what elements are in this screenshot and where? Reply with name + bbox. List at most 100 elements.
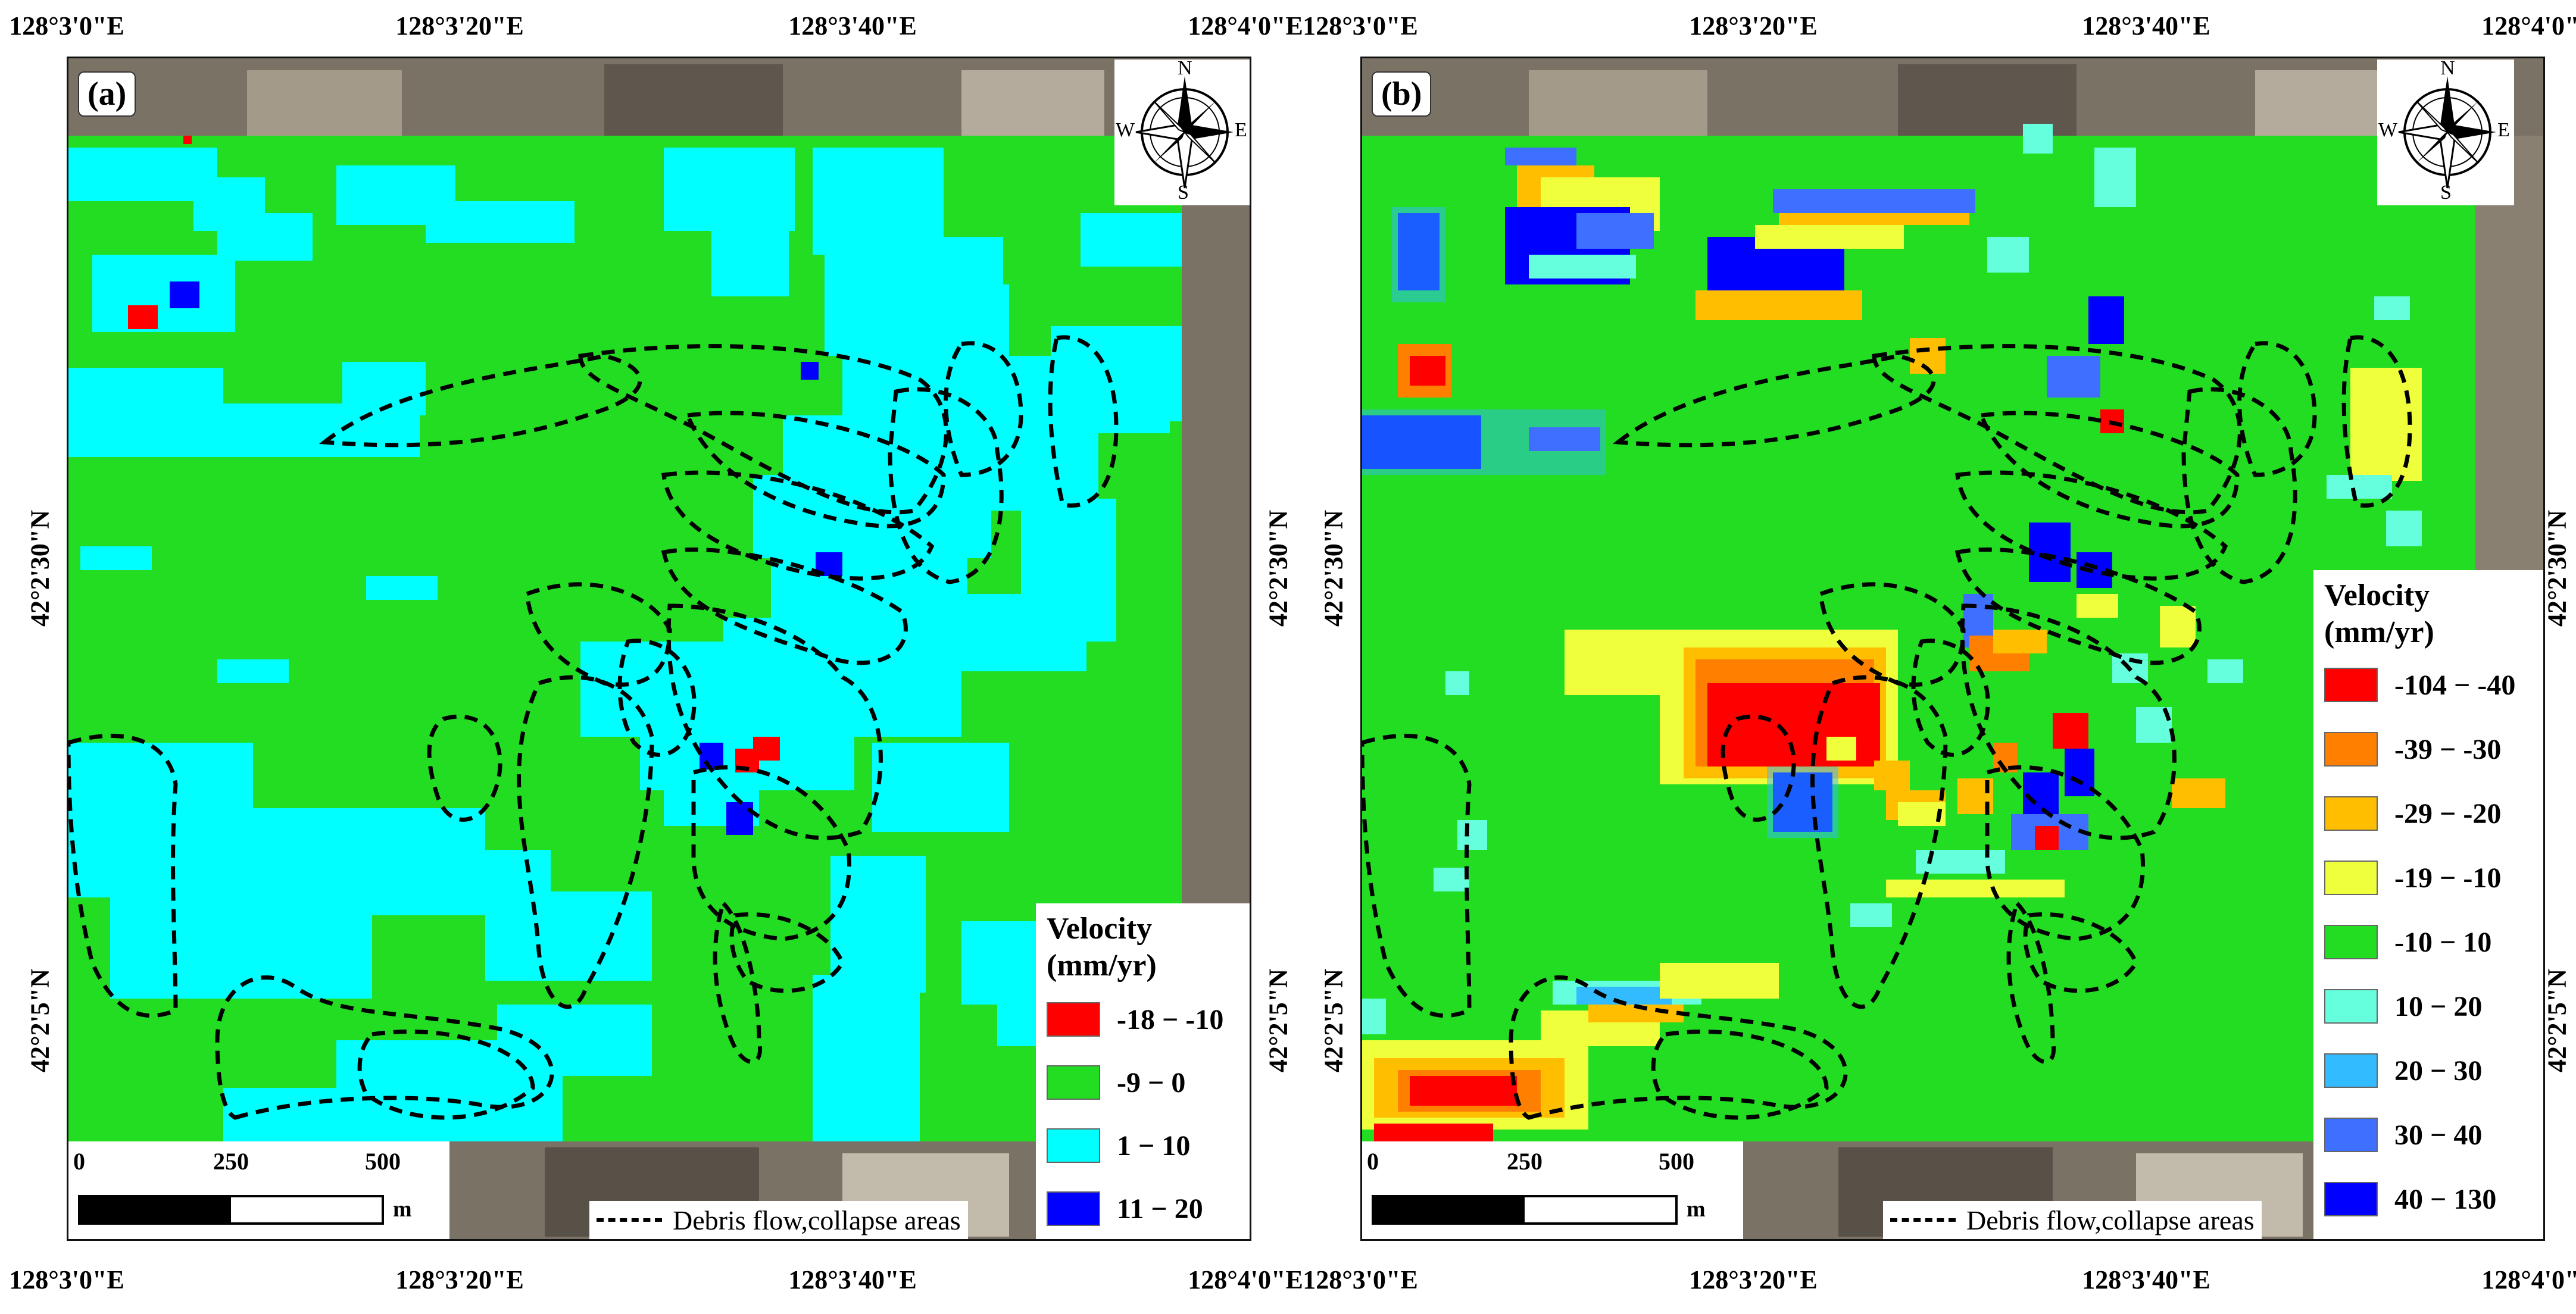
legend-row: 10 − 20 [2324, 989, 2536, 1024]
lon-tick-bottom: 128°3'20"E [1689, 1265, 1818, 1294]
lon-tick-top: 128°3'0"E [9, 11, 124, 40]
legend-swatch [2324, 925, 2378, 959]
debris-legend-text: Debris flow,collapse areas [1966, 1204, 2255, 1235]
dashed-line-symbol [597, 1218, 662, 1222]
legend-range: 20 − 30 [2394, 1055, 2483, 1087]
debris-flow-outlines-b [1362, 335, 2412, 1120]
lat-tick-left: 42°2'30"N [25, 509, 55, 627]
legend-range: 40 − 130 [2394, 1183, 2497, 1215]
compass-rose-icon [2398, 76, 2496, 189]
compass-rose-icon [1135, 76, 1234, 189]
legend-swatch [2324, 989, 2378, 1024]
scale-tick-250: 250 [213, 1148, 249, 1175]
compass-rose-b: N S E W [2377, 58, 2514, 205]
legend-swatch [1047, 1128, 1100, 1163]
legend-row: 30 − 40 [2324, 1118, 2536, 1152]
compass-east-label: E [2497, 119, 2510, 141]
legend-swatch [1047, 1002, 1100, 1037]
debris-flow-outlines-a [68, 335, 1119, 1120]
velocity-anomalies-b [1362, 124, 2422, 1141]
map-frame-a: (a) N S E W Velocity (mm/yr) [67, 57, 1251, 1241]
lat-tick-left: 42°2'5"N [1319, 968, 1348, 1073]
lat-tick-right: 42°2'30"N [2542, 509, 2572, 627]
legend-row: -104 − -40 [2324, 668, 2536, 702]
legend-swatch [2324, 1118, 2378, 1152]
map-frame-b: (b) N S E W Velocity (mm/yr) [1360, 57, 2545, 1241]
lon-tick-top: 128°4'0"E [1188, 11, 1303, 40]
legend-range: 30 − 40 [2394, 1119, 2483, 1151]
scale-tick-500: 500 [1659, 1148, 1694, 1175]
legend-row: -10 − 10 [2324, 925, 2536, 959]
legend-range: 1 − 10 [1117, 1130, 1191, 1162]
legend-row: -19 − -10 [2324, 861, 2536, 895]
scale-bar-graphic [78, 1195, 384, 1225]
legend-range: -18 − -10 [1117, 1003, 1224, 1035]
legend-row: -18 − -10 [1047, 1002, 1242, 1037]
lon-tick-bottom: 128°3'20"E [395, 1265, 524, 1294]
legend-range: -9 − 0 [1117, 1066, 1186, 1099]
legend-swatch [2324, 732, 2378, 766]
compass-south-label: S [1178, 182, 1189, 204]
lon-tick-top: 128°4'0"E [2481, 11, 2576, 40]
legend-row: -9 − 0 [1047, 1065, 1242, 1100]
legend-row: 40 − 130 [2324, 1182, 2536, 1216]
velocity-legend-b: Velocity (mm/yr) -104 − -40 -39 − -30 -2… [2313, 570, 2543, 1239]
legend-swatch [2324, 668, 2378, 702]
velocity-legend-a: Velocity (mm/yr) -18 − -10 -9 − 0 1 − 10… [1036, 903, 1250, 1239]
compass-rose-a: N S E W [1114, 57, 1250, 205]
legend-range: -104 − -40 [2394, 669, 2516, 701]
scale-bar-a: 0 250 500 m [68, 1141, 449, 1239]
scale-unit: m [393, 1197, 412, 1222]
lon-tick-top: 128°3'20"E [395, 11, 524, 40]
legend-swatch [2324, 861, 2378, 895]
lon-tick-top: 128°3'40"E [788, 11, 917, 40]
lon-tick-bottom: 128°3'40"E [2082, 1265, 2210, 1294]
panel-label-b: (b) [1372, 71, 1432, 117]
legend-range: 11 − 20 [1117, 1193, 1203, 1225]
scale-bar-graphic [1372, 1195, 1678, 1225]
legend-row: -39 − -30 [2324, 732, 2536, 766]
legend-swatch [1047, 1065, 1100, 1100]
velocity-raster-b [1362, 136, 2475, 1141]
scale-tick-250: 250 [1507, 1148, 1543, 1175]
debris-legend-b: Debris flow,collapse areas [1883, 1201, 2262, 1239]
scale-tick-500: 500 [365, 1148, 401, 1175]
velocity-class-extremes-a [128, 136, 842, 835]
lon-tick-bottom: 128°4'0"E [1188, 1265, 1303, 1294]
legend-swatch [1047, 1191, 1100, 1226]
debris-legend-text: Debris flow,collapse areas [673, 1204, 961, 1235]
legend-range: -39 − -30 [2394, 733, 2502, 765]
legend-row: 1 − 10 [1047, 1128, 1242, 1163]
lat-tick-right: 42°2'30"N [1263, 509, 1293, 627]
legend-row: -29 − -20 [2324, 796, 2536, 831]
compass-south-label: S [2440, 182, 2452, 204]
lon-tick-bottom: 128°3'40"E [788, 1265, 917, 1294]
legend-row: 20 − 30 [2324, 1053, 2536, 1088]
legend-unit-b: (mm/yr) [2324, 615, 2434, 649]
lat-tick-left: 42°2'5"N [25, 968, 55, 1073]
panel-label-a: (a) [78, 71, 136, 117]
lon-tick-bottom: 128°3'0"E [1303, 1265, 1418, 1294]
lon-tick-top: 128°3'20"E [1689, 11, 1818, 40]
debris-legend-a: Debris flow,collapse areas [589, 1201, 968, 1239]
lon-tick-bottom: 128°4'0"E [2481, 1265, 2576, 1294]
lat-tick-left: 42°2'30"N [1319, 509, 1348, 627]
scale-tick-0: 0 [1367, 1148, 1379, 1175]
scale-unit: m [1687, 1197, 1706, 1222]
scale-tick-0: 0 [73, 1148, 85, 1175]
lon-tick-bottom: 128°3'0"E [9, 1265, 124, 1294]
panel-a: (a) N S E W Velocity (mm/yr) [9, 11, 1303, 1294]
compass-north-label: N [1178, 57, 1192, 79]
legend-title-b: Velocity [2324, 578, 2430, 612]
legend-unit-a: (mm/yr) [1047, 949, 1157, 983]
scale-bar-b: 0 250 500 m [1362, 1141, 1743, 1239]
legend-swatch [2324, 796, 2378, 831]
compass-west-label: W [1116, 119, 1135, 141]
legend-range: 10 − 20 [2394, 990, 2483, 1022]
compass-east-label: E [1235, 119, 1247, 141]
compass-west-label: W [2378, 119, 2398, 141]
legend-range: -29 − -20 [2394, 797, 2502, 830]
legend-range: -19 − -10 [2394, 862, 2502, 894]
lon-tick-top: 128°3'40"E [2082, 11, 2210, 40]
dashed-line-symbol [1890, 1218, 1956, 1222]
